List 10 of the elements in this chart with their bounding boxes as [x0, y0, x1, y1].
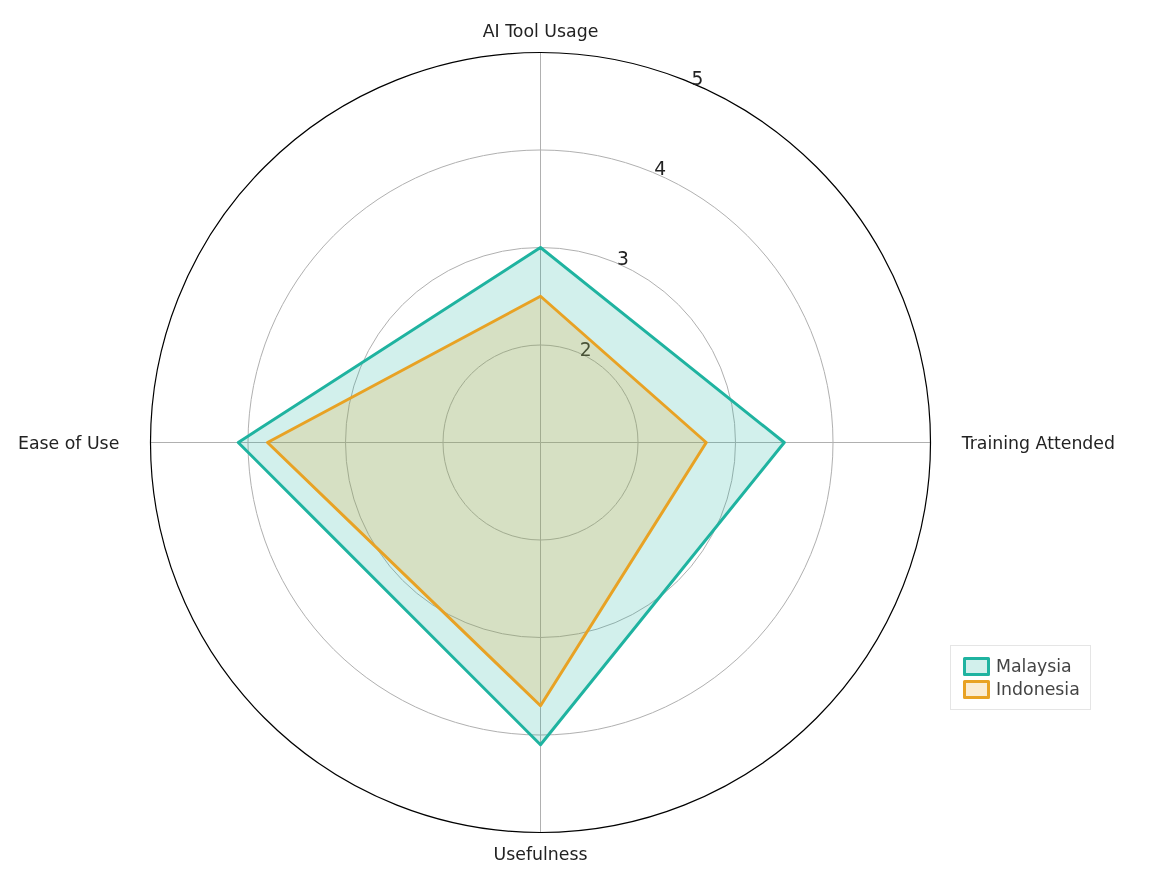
y-tick-label: 5 [691, 68, 704, 90]
spoke-label: Ease of Use [17, 432, 120, 453]
spoke-label: Usefulness [493, 844, 588, 865]
y-tick-label: 4 [654, 158, 667, 180]
y-tick-label: 3 [616, 248, 629, 270]
legend-label: Indonesia [996, 679, 1080, 699]
legend-label: Malaysia [996, 656, 1072, 676]
y-tick-label: 2 [579, 338, 592, 360]
spoke-label: Training Attended [960, 432, 1116, 453]
spoke-label: AI Tool Usage [482, 20, 599, 41]
